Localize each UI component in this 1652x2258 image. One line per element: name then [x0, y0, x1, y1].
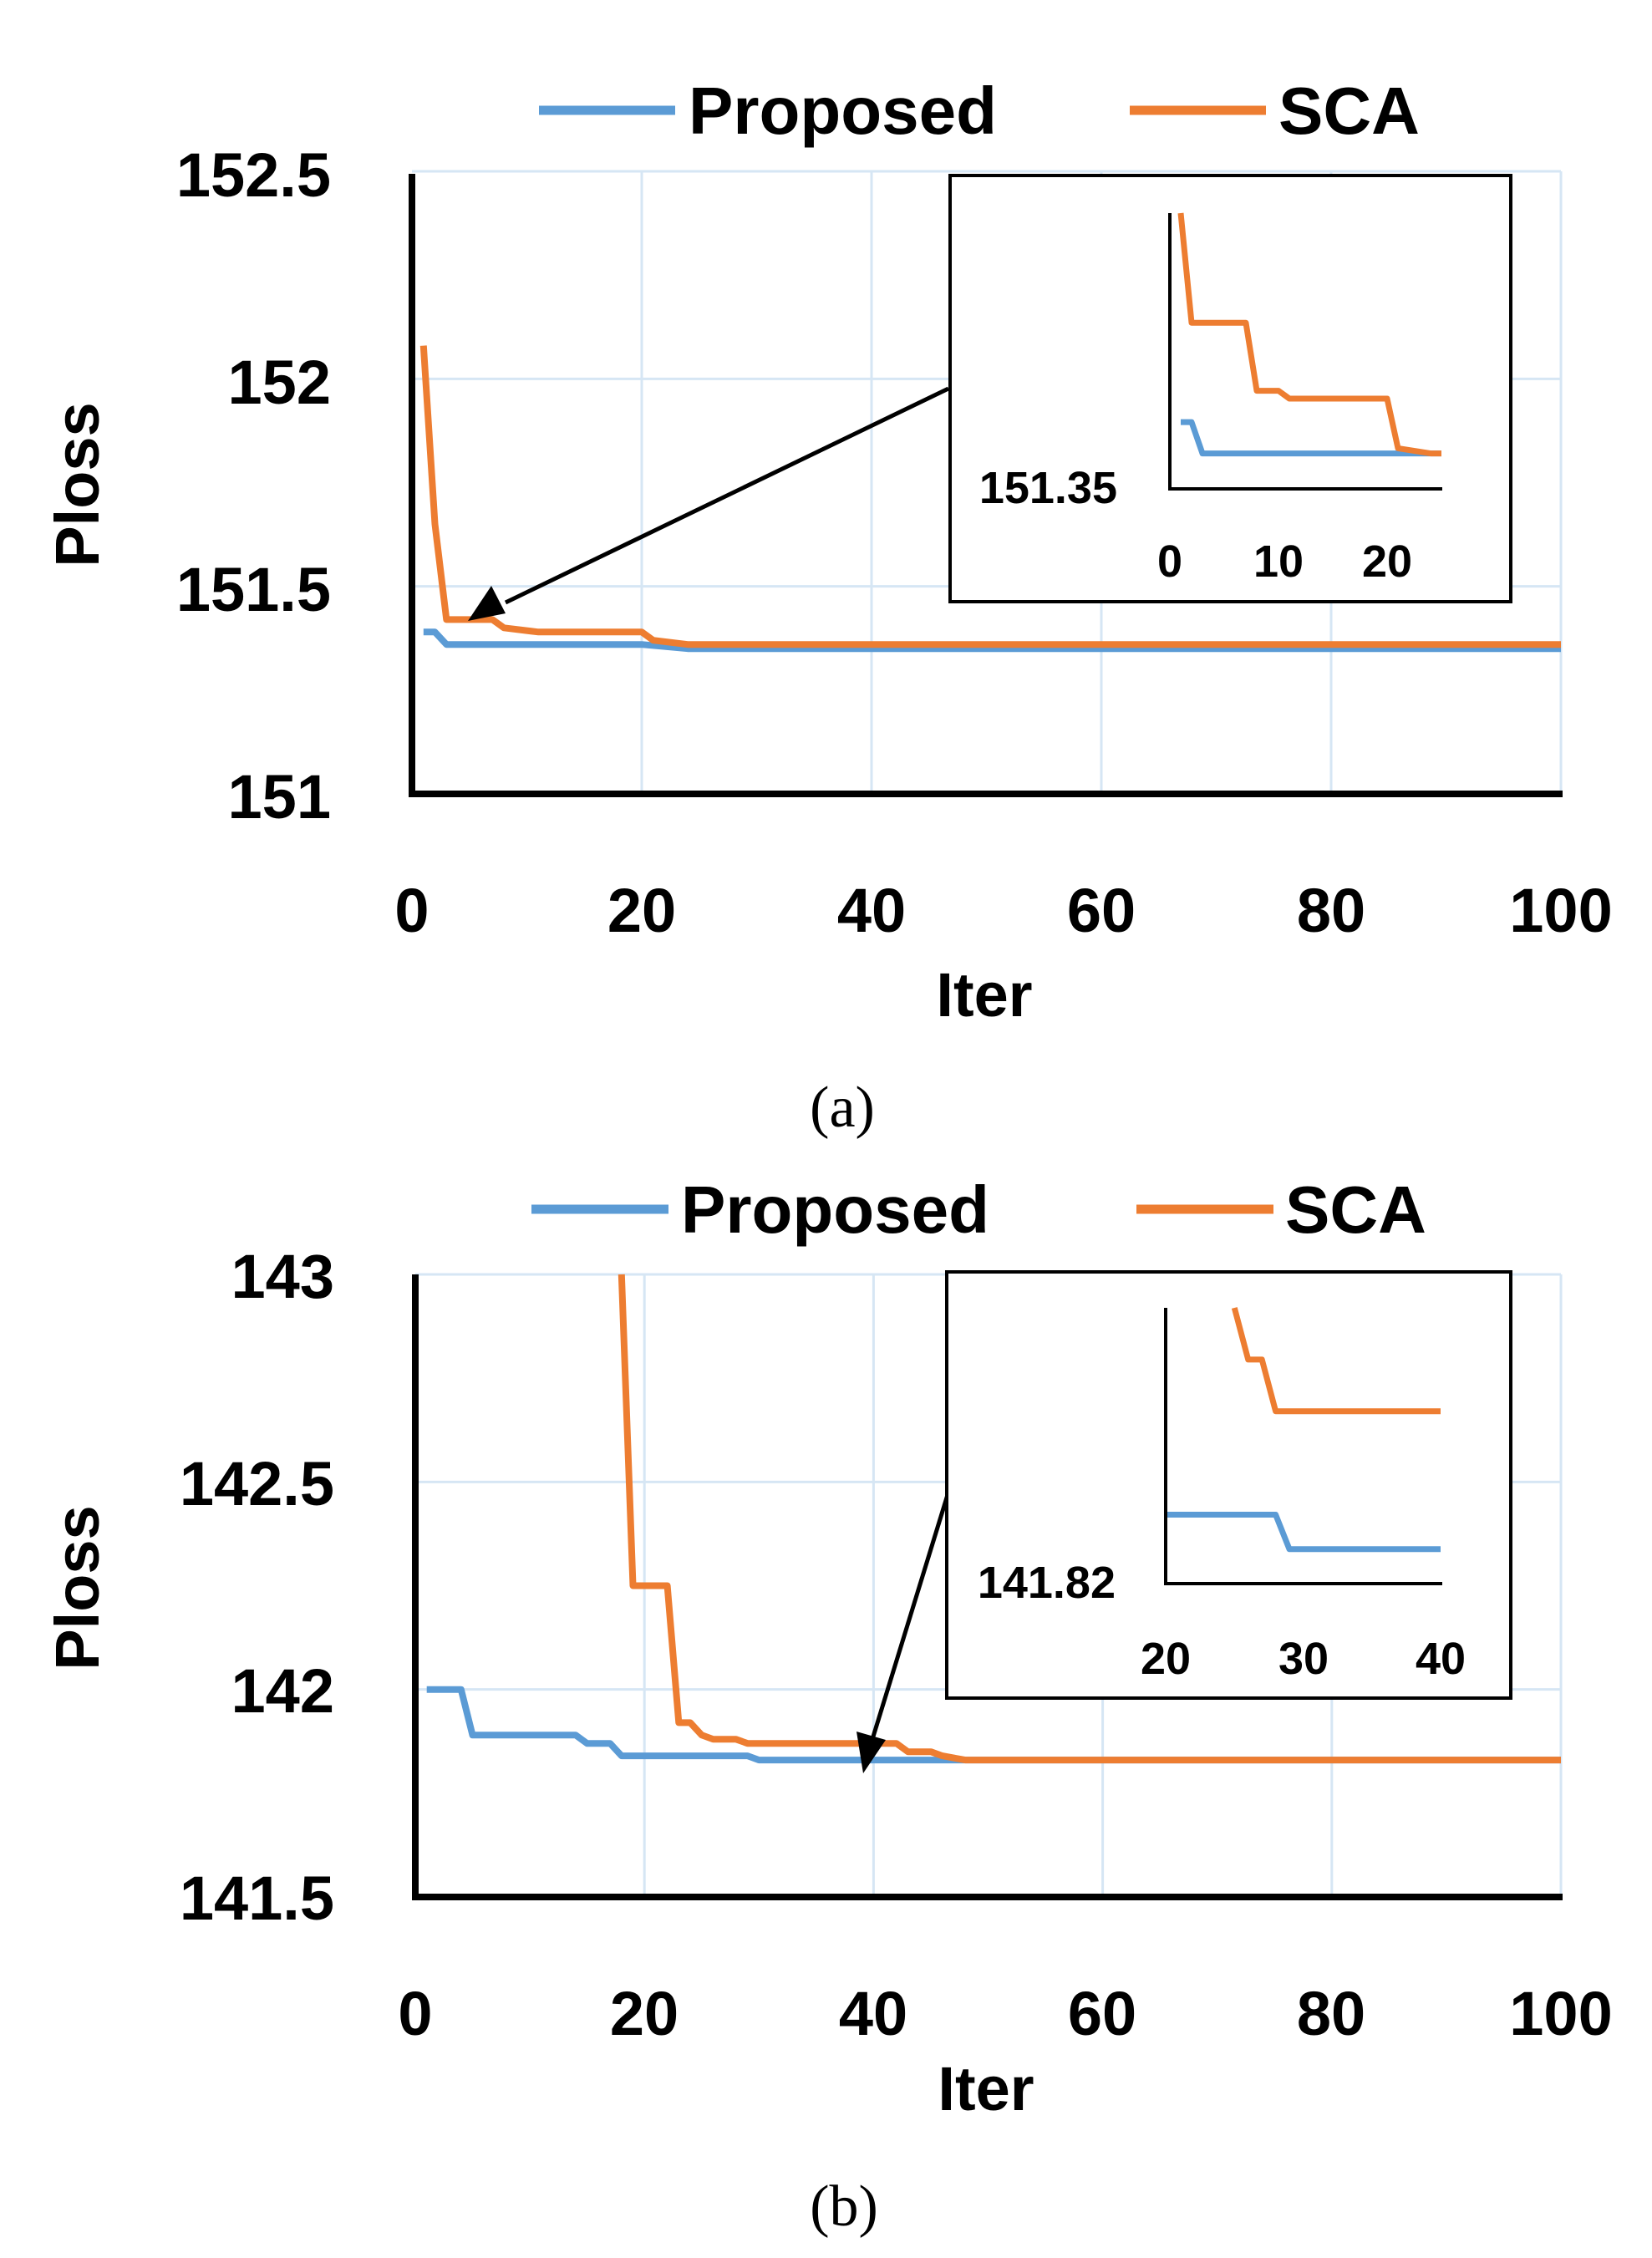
chart-b-ytick-label: 142	[231, 1656, 334, 1726]
chart-b-sca-line	[618, 1274, 1561, 1764]
chart-a-ytick-label: 152.5	[176, 140, 331, 210]
chart-a-inset-sca-line	[1177, 212, 1441, 457]
chart-b-inset-proposed-line	[1166, 1512, 1441, 1553]
chart-b-caption: (b)	[810, 2174, 878, 2239]
chart-a-xtick-label: 20	[607, 876, 676, 945]
chart-b-xtick-label: 20	[610, 1979, 679, 2048]
chart-b-y-axis-title: Ploss	[43, 1505, 112, 1670]
chart-a-xtick-label: 80	[1297, 876, 1365, 945]
chart-a-ytick-label: 152	[228, 348, 331, 417]
chart-a-proposed-line	[423, 628, 1561, 653]
chart-a-y-axis-title: Ploss	[43, 402, 112, 567]
chart-b: 143 142.5 142 141.5 0 20 40 60 80 100 It…	[43, 1172, 1613, 2239]
chart-b-zoom-arrowhead	[856, 1732, 886, 1773]
chart-b-inset-frame	[945, 1270, 1512, 1700]
chart-a-ytick-label: 151.5	[176, 555, 331, 624]
chart-a-inset-ytick-label: 151.35	[979, 463, 1117, 513]
chart-a-inset-xtick-label: 0	[1157, 537, 1182, 587]
chart-a-inset-xtick-label: 10	[1253, 537, 1304, 587]
chart-b-xtick-label: 40	[839, 1979, 907, 2048]
chart-b-zoom-arrow	[871, 1486, 953, 1737]
chart-b-inset-sca-line	[1231, 1307, 1441, 1415]
chart-a-inset-frame	[948, 174, 1512, 603]
chart-b-xtick-label: 60	[1068, 1979, 1136, 2048]
chart-b-xtick-label: 0	[398, 1979, 432, 2048]
chart-b-inset-xtick-label: 40	[1416, 1634, 1466, 1684]
chart-b-x-axis-title: Iter	[938, 2054, 1034, 2123]
chart-a-zoom-arrow	[504, 386, 950, 605]
chart-a-series	[419, 345, 1561, 653]
chart-b-ytick-label: 143	[231, 1242, 334, 1311]
chart-b-inset-xtick-label: 20	[1141, 1634, 1191, 1684]
chart-b-inset-series	[1166, 1307, 1441, 1553]
chart-a-xtick-label: 40	[837, 876, 906, 945]
chart-b-legend-sca-label: SCA	[1285, 1172, 1426, 1247]
chart-a-inset-series	[1177, 212, 1441, 457]
chart-a-xtick-label: 0	[394, 876, 429, 945]
chart-a: 152.5 152 151.5 151 0 20 40 60 80 100 It…	[43, 74, 1613, 1140]
chart-a-legend-proposed-label: Proposed	[689, 74, 997, 148]
chart-b-xtick-label: 80	[1297, 1979, 1365, 2048]
chart-a-ytick-label: 151	[228, 762, 331, 831]
chart-a-xtick-label: 60	[1067, 876, 1136, 945]
chart-b-series	[426, 1274, 1561, 1764]
chart-b-xtick-label: 100	[1509, 1979, 1612, 2048]
chart-a-caption: (a)	[810, 1076, 875, 1140]
chart-b-proposed-line	[426, 1686, 1561, 1764]
chart-a-legend-sca-label: SCA	[1278, 74, 1420, 148]
chart-a-sca-line	[419, 345, 1561, 648]
chart-b-ytick-label: 141.5	[180, 1864, 334, 1933]
chart-a-inset-xtick-label: 20	[1362, 537, 1412, 587]
chart-a-x-axis-title: Iter	[936, 960, 1032, 1030]
chart-b-legend-proposed-label: Proposed	[681, 1172, 989, 1247]
chart-a-xtick-label: 100	[1509, 876, 1612, 945]
chart-b-ytick-label: 142.5	[180, 1449, 334, 1518]
chart-a-zoom-arrowhead	[468, 586, 506, 621]
chart-b-inset-ytick-label: 141.82	[978, 1558, 1116, 1608]
chart-b-inset-xtick-label: 30	[1278, 1634, 1329, 1684]
